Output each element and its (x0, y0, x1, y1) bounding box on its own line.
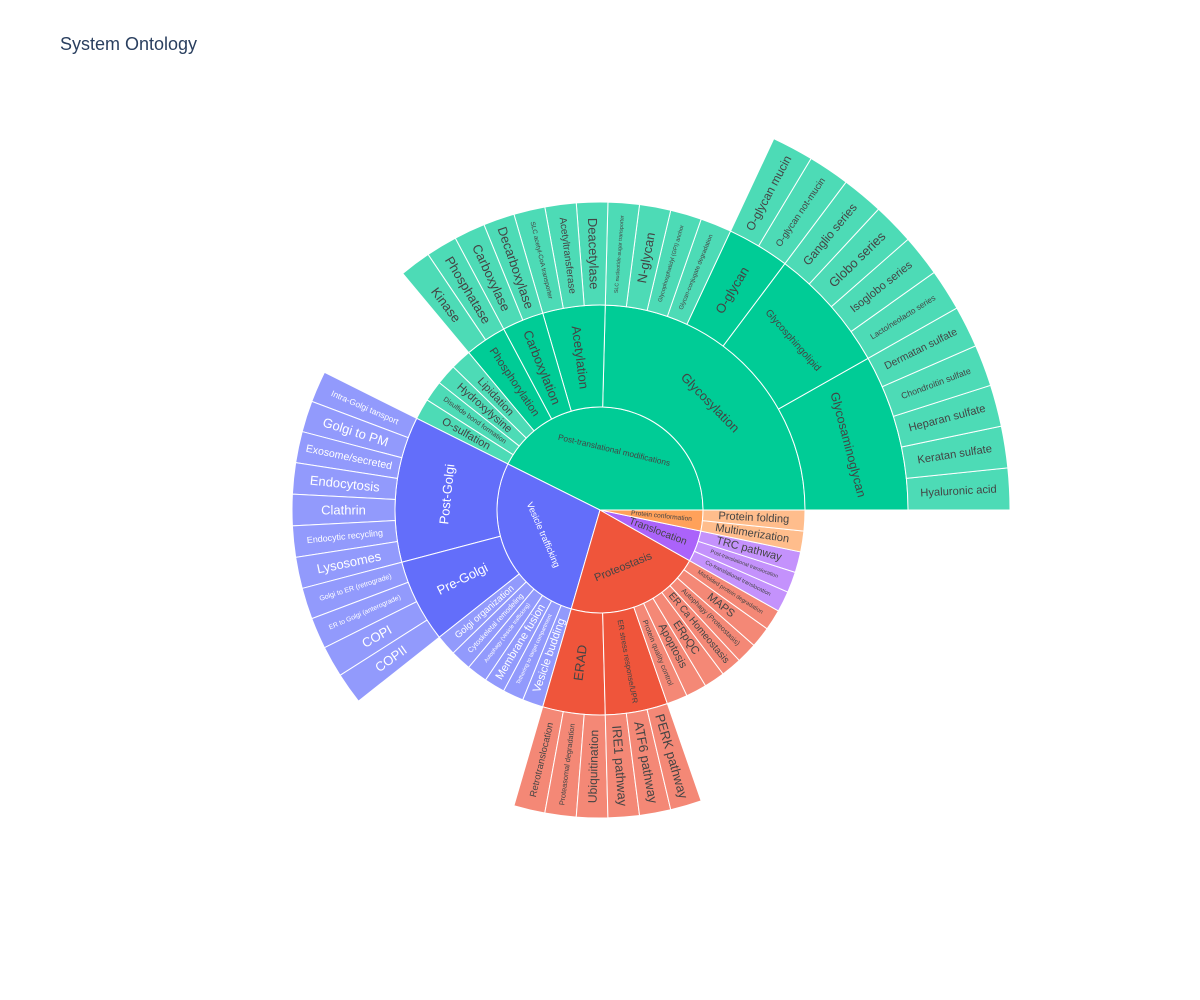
leaf-sector (701, 509, 806, 532)
sector-label: Protein folding (718, 510, 789, 526)
chart-title: System Ontology (60, 34, 197, 54)
sector-label: Endocytosis (309, 473, 381, 495)
sector-label: ERAD (570, 644, 590, 682)
sector-label: Hyaluronic acid (920, 484, 997, 500)
sector-label: Clathrin (321, 503, 366, 518)
sector-label: Post-Golgi (436, 463, 457, 525)
sector-label: Deacetylase (585, 218, 602, 290)
sector-label: IRE1 pathway (609, 725, 630, 807)
sector-label: Ubiquitination (585, 730, 601, 804)
